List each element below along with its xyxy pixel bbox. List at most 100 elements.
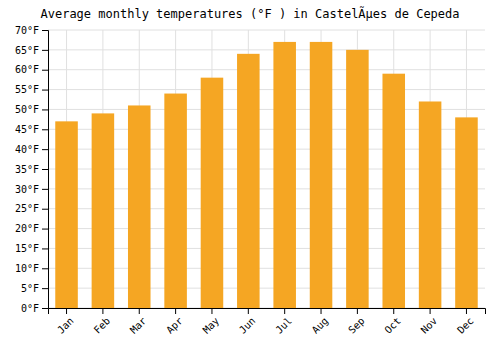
tick-mark [42, 308, 48, 309]
tick: 10°F [15, 263, 48, 274]
tick-label: May [201, 315, 222, 336]
bar [128, 105, 151, 308]
x-axis: Jan Feb Mar Apr May Jun Jul Aug Sep Oct Nov Dec [49, 308, 486, 336]
tick: 15°F [15, 243, 48, 254]
tick: 40°F [15, 144, 48, 155]
tick: 30°F [15, 184, 48, 195]
tick: Nov [419, 308, 440, 336]
bar [455, 117, 478, 308]
tick-label: 60°F [15, 64, 39, 75]
tick-label: Nov [419, 315, 440, 336]
tick-mark [393, 308, 394, 314]
tick-label: 0°F [21, 303, 39, 314]
tick-mark [248, 308, 249, 314]
tick-mark [42, 70, 48, 71]
tick: 35°F [15, 164, 48, 175]
bar [55, 121, 78, 308]
tick-label: 70°F [15, 25, 39, 36]
tick-label: 35°F [15, 164, 39, 175]
bar [419, 101, 442, 308]
bar [201, 78, 224, 308]
tick-mark [357, 308, 358, 314]
tick-label: Jan [55, 315, 76, 336]
tick: Feb [92, 308, 113, 336]
tick-label: 25°F [15, 203, 39, 214]
tick: Jul [273, 308, 294, 336]
tick: 65°F [15, 45, 48, 56]
tick: 5°F [21, 283, 48, 294]
bar [382, 74, 405, 308]
tick-label: 15°F [15, 243, 39, 254]
tick-label: 55°F [15, 84, 39, 95]
tick-mark [430, 308, 431, 314]
bar [237, 54, 260, 308]
tick: 0°F [21, 303, 48, 314]
tick-label: Apr [164, 315, 185, 336]
tick: 55°F [15, 84, 48, 95]
tick: Aug [310, 308, 331, 336]
tick-mark [175, 308, 176, 314]
tick-label: Mar [128, 315, 149, 336]
tick-label: Jul [273, 315, 294, 336]
tick: 60°F [15, 64, 48, 75]
tick: Dec [455, 308, 476, 336]
tick: 50°F [15, 104, 48, 115]
tick-mark [102, 308, 103, 314]
tick-mark [466, 308, 467, 314]
tick-label: 45°F [15, 124, 39, 135]
grid-line [48, 89, 485, 90]
tick-label: Aug [310, 315, 331, 336]
tick: Sep [346, 308, 367, 336]
tick: 70°F [15, 25, 48, 36]
bar [310, 42, 333, 308]
tick: May [201, 308, 222, 336]
bars [55, 42, 477, 308]
tick-mark [42, 229, 48, 230]
tick-label: Dec [455, 315, 476, 336]
tick: Oct [382, 308, 403, 336]
tick-label: Jun [237, 315, 258, 336]
tick: 25°F [15, 203, 48, 214]
tick-mark [42, 129, 48, 130]
grid [48, 30, 485, 308]
tick-mark [42, 90, 48, 91]
tick-mark [42, 30, 48, 31]
tick-mark [42, 288, 48, 289]
grid-line [48, 49, 485, 50]
tick-mark [42, 248, 48, 249]
tick-mark [66, 308, 67, 314]
tick-mark [211, 308, 212, 314]
axis-line [42, 31, 49, 309]
tick-mark [42, 50, 48, 51]
tick: Apr [164, 308, 185, 336]
chart: Average monthly temperatures (°F ) in Ca… [0, 0, 500, 350]
grid-line [48, 30, 485, 31]
tick-mark [42, 149, 48, 150]
tick: 20°F [15, 223, 48, 234]
plot: 0°F 5°F 10°F 15°F 20°F 25°F 30°F 35°F 40°F 45°F 50… [15, 25, 486, 336]
tick-mark [42, 268, 48, 269]
title: Average monthly temperatures (°F ) in Ca… [40, 6, 459, 21]
tick-label: 20°F [15, 223, 39, 234]
bar [164, 94, 187, 308]
grid-line [48, 69, 485, 70]
tick-mark [321, 308, 322, 314]
tick-label: Oct [382, 315, 403, 336]
tick-mark [42, 109, 48, 110]
tick: Jun [237, 308, 258, 336]
bar [92, 113, 115, 308]
tick-mark [42, 189, 48, 190]
tick-label: Feb [92, 315, 113, 336]
tick-mark [139, 308, 140, 314]
axis-line [49, 309, 486, 315]
tick-label: Sep [346, 315, 367, 336]
tick-label: 65°F [15, 45, 39, 56]
tick-label: 10°F [15, 263, 39, 274]
tick-label: 30°F [15, 184, 39, 195]
tick-label: 40°F [15, 144, 39, 155]
tick: Mar [128, 308, 149, 336]
tick: 45°F [15, 124, 48, 135]
tick-label: 50°F [15, 104, 39, 115]
y-axis: 0°F 5°F 10°F 15°F 20°F 25°F 30°F 35°F 40°F 45°F 50… [15, 25, 49, 314]
bar [346, 50, 369, 308]
